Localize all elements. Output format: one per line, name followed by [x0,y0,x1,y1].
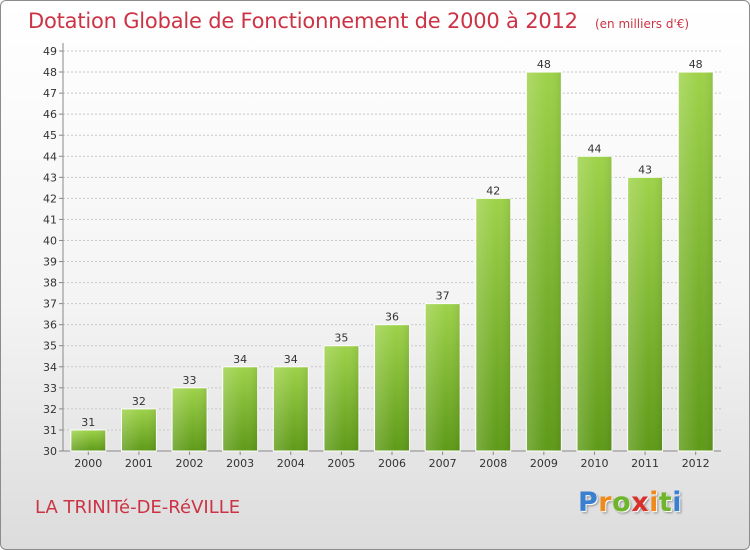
y-tick-label: 47 [43,87,57,100]
value-label: 44 [587,142,601,155]
y-tick-label: 37 [43,298,57,311]
x-tick-label: 2003 [226,457,254,470]
y-tick-label: 36 [43,319,57,332]
commune-name: LA TRINITé-DE-RéVILLE [35,497,241,518]
x-tick-label: 2009 [530,457,558,470]
bar-shine [273,366,309,451]
x-tick-label: 2012 [682,457,710,470]
x-tick-label: 2001 [125,457,153,470]
chart-title: Dotation Globale de Fonctionnement de 20… [28,9,578,33]
bar-shine [425,303,461,451]
logo-letter: P [578,487,599,518]
title-row: Dotation Globale de Fonctionnement de 20… [28,9,689,33]
logo-letter: i [672,487,683,518]
bars [70,71,714,452]
y-tick-label: 39 [43,256,57,269]
y-tick-label: 31 [43,424,57,437]
y-tick-label: 43 [43,171,57,184]
x-tick-label: 2010 [580,457,608,470]
bar-shine [222,366,258,451]
value-label: 34 [233,353,247,366]
value-label: 36 [385,311,399,324]
y-tick-label: 32 [43,403,57,416]
value-label: 34 [284,353,298,366]
bar-shine [627,177,663,451]
logo-letter: o [612,487,632,518]
y-tick-label: 38 [43,277,57,290]
value-label: 37 [436,290,450,303]
proxiti-logo: Proxiti [578,487,682,518]
chart-subtitle: (en milliers d'€) [594,17,690,31]
value-label: 32 [132,395,146,408]
labels: 30 31 32 33 34 35 36 37 38 39 40 41 42 43 44 45 46 47 48 49… [43,45,710,470]
y-tick-label: 45 [43,129,57,142]
bar-shine [172,387,208,451]
x-tick-label: 2000 [74,457,102,470]
y-tick-label: 33 [43,382,57,395]
x-tick-label: 2005 [327,457,355,470]
y-tick-label: 34 [43,361,57,374]
bar-shine [374,324,410,451]
bar-shine [475,198,511,451]
x-tick-label: 2002 [176,457,204,470]
logo-letter: x [631,487,650,518]
value-label: 48 [537,58,551,71]
value-label: 48 [689,58,703,71]
bar-shine [576,156,612,451]
bar-shine [121,408,157,451]
value-label: 33 [183,374,197,387]
x-tick-label: 2007 [429,457,457,470]
value-label: 31 [81,416,95,429]
logo-letter: r [598,487,613,518]
bar-shine [526,72,562,451]
x-tick-label: 2006 [378,457,406,470]
bar-shine [70,429,106,451]
y-tick-label: 46 [43,108,57,121]
x-tick-label: 2004 [277,457,305,470]
value-label: 42 [486,184,500,197]
bar-shine [323,345,359,451]
x-tick-label: 2008 [479,457,507,470]
value-label: 35 [334,332,348,345]
x-tick-label: 2011 [631,457,659,470]
bar-shine [678,72,714,451]
y-tick-label: 44 [43,150,57,163]
y-tick-label: 35 [43,340,57,353]
y-tick-label: 49 [43,45,57,58]
y-tick-label: 41 [43,213,57,226]
y-tick-label: 42 [43,192,57,205]
y-tick-label: 30 [43,445,57,458]
y-tick-label: 48 [43,66,57,79]
y-tick-label: 40 [43,234,57,247]
logo-letter: i [649,487,659,518]
logo-letter: t [658,487,673,518]
value-label: 43 [638,163,652,176]
